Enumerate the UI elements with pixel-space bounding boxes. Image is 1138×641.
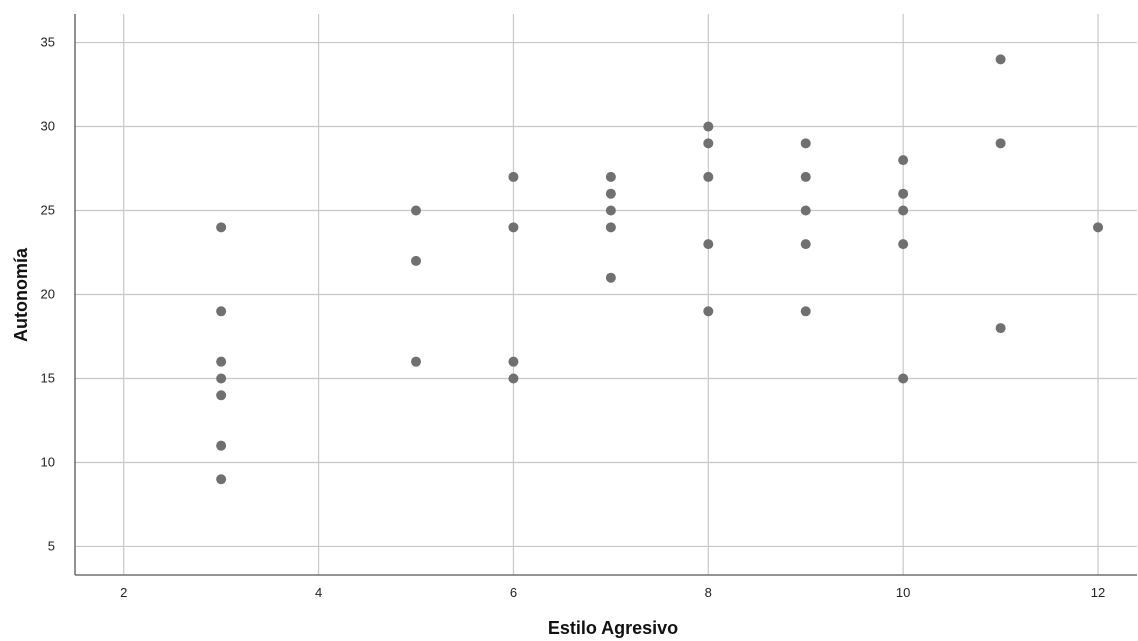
y-tick-label: 15 [41, 370, 55, 385]
data-point [216, 390, 227, 401]
x-tick-label: 8 [705, 585, 712, 600]
data-point [995, 323, 1006, 334]
data-point [800, 205, 811, 216]
data-point [605, 205, 616, 216]
data-point [508, 222, 519, 233]
data-point [703, 239, 714, 250]
data-point [411, 356, 422, 367]
gridlines [75, 14, 1137, 575]
data-point [898, 205, 909, 216]
y-tick-label: 25 [41, 203, 55, 218]
tick-labels: 2 4 6 8 10 12 5 10 15 20 25 30 35 [41, 35, 1106, 600]
data-point [703, 138, 714, 149]
data-point [800, 239, 811, 250]
y-axis-title: Autonomía [11, 247, 31, 342]
data-point [216, 306, 227, 317]
data-point [898, 188, 909, 199]
x-tick-label: 2 [120, 585, 127, 600]
data-point [605, 171, 616, 182]
data-point [995, 138, 1006, 149]
data-point [508, 171, 519, 182]
y-tick-label: 35 [41, 35, 55, 50]
data-point [800, 138, 811, 149]
x-tick-label: 6 [510, 585, 517, 600]
y-tick-label: 5 [48, 538, 55, 553]
x-axis-title: Estilo Agresivo [548, 618, 678, 638]
data-point [508, 356, 519, 367]
data-point [1093, 222, 1104, 233]
data-points [216, 54, 1104, 485]
x-tick-label: 10 [896, 585, 910, 600]
data-point [216, 440, 227, 451]
data-point [898, 239, 909, 250]
data-point [216, 474, 227, 485]
y-tick-label: 30 [41, 119, 55, 134]
x-tick-label: 4 [315, 585, 322, 600]
data-point [216, 373, 227, 384]
data-point [605, 272, 616, 283]
data-point [703, 171, 714, 182]
data-point [411, 205, 422, 216]
data-point [898, 373, 909, 384]
data-point [800, 306, 811, 317]
data-point [508, 373, 519, 384]
x-tick-label: 12 [1091, 585, 1105, 600]
data-point [216, 356, 227, 367]
y-tick-label: 10 [41, 454, 55, 469]
data-point [216, 222, 227, 233]
data-point [898, 155, 909, 166]
data-point [800, 171, 811, 182]
data-point [703, 121, 714, 132]
data-point [605, 222, 616, 233]
data-point [605, 188, 616, 199]
data-point [411, 255, 422, 266]
data-point [995, 54, 1006, 65]
y-tick-label: 20 [41, 287, 55, 302]
data-point [703, 306, 714, 317]
axes [74, 14, 1137, 576]
